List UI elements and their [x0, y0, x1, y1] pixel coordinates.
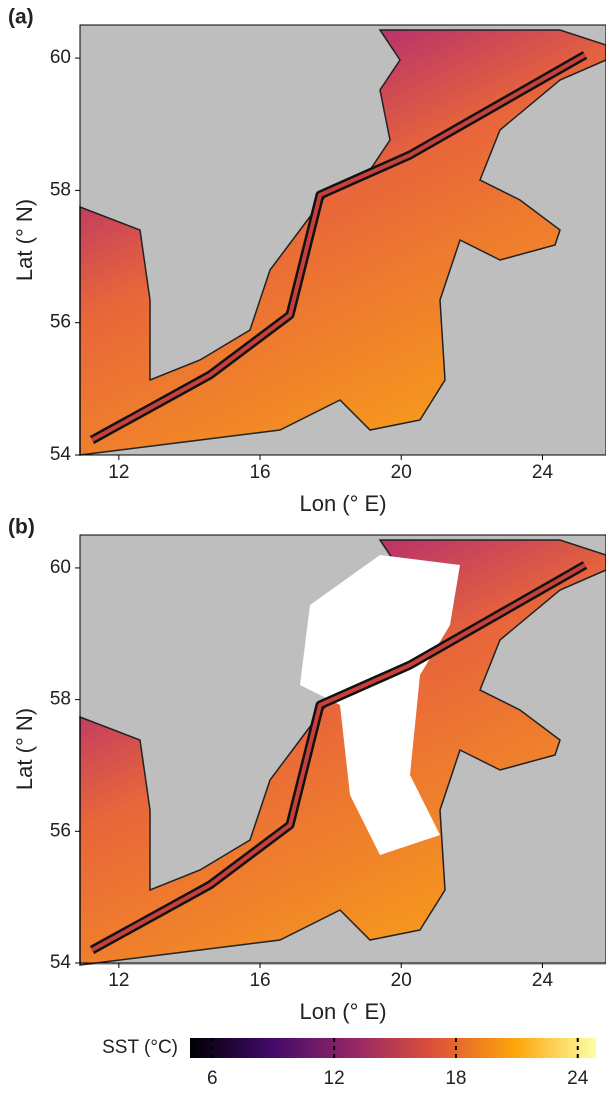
y-axis-title: Lat (° N): [12, 199, 37, 281]
colorbar-tick-label: 12: [324, 1068, 345, 1089]
colorbar-tick-label: 24: [567, 1068, 589, 1089]
x-tick-label: 12: [108, 970, 129, 991]
x-axis-title: Lon (° E): [299, 491, 386, 516]
x-tick-label: 20: [391, 462, 412, 483]
panel-label: (b): [8, 516, 35, 539]
y-tick-label: 60: [50, 47, 71, 68]
colorbar-tick-label: 6: [207, 1068, 218, 1089]
frame: [79, 24, 606, 456]
frame: [79, 534, 606, 964]
x-tick-label: 24: [532, 462, 554, 483]
x-tick-label: 16: [249, 970, 270, 991]
map-a: [79, 24, 606, 456]
colorbar-tick-label: 18: [445, 1068, 466, 1089]
x-axis-title: Lon (° E): [299, 999, 386, 1024]
panel-label: (a): [8, 6, 34, 29]
y-tick-label: 60: [50, 557, 71, 578]
x-tick-label: 12: [108, 462, 129, 483]
x-tick-label: 16: [249, 462, 270, 483]
y-tick-label: 54: [50, 444, 72, 465]
y-tick-label: 54: [50, 952, 72, 973]
colorbar-label: SST (°C): [102, 1037, 178, 1058]
y-tick-label: 58: [50, 689, 71, 710]
y-tick-label: 56: [50, 820, 71, 841]
x-tick-label: 20: [391, 970, 412, 991]
y-axis-title: Lat (° N): [12, 708, 37, 790]
y-tick-label: 58: [50, 179, 71, 200]
colorbar: [190, 1038, 596, 1058]
x-tick-label: 24: [532, 970, 554, 991]
map-b: [79, 534, 606, 966]
y-tick-label: 56: [50, 312, 71, 333]
